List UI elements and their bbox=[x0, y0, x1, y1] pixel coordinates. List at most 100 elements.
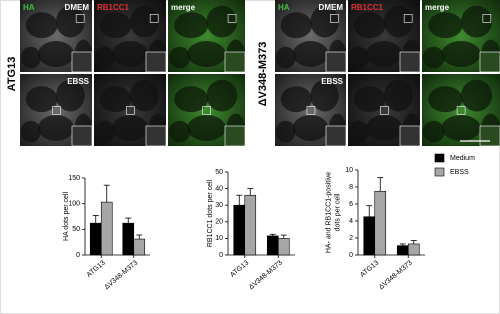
cell-nucleus bbox=[353, 86, 386, 113]
cell-nucleus bbox=[441, 115, 481, 141]
cell-nucleus bbox=[174, 86, 209, 113]
cell-nucleus bbox=[168, 46, 191, 69]
cell-nucleus bbox=[56, 5, 85, 38]
panel-title: ATG13 bbox=[6, 57, 18, 92]
x-tick-label: ATG13 bbox=[229, 260, 250, 279]
y-axis-label: dots per cell bbox=[334, 193, 341, 231]
condition-label: DMEM bbox=[65, 3, 90, 12]
cell-nucleus bbox=[20, 46, 41, 69]
cell-nucleus bbox=[130, 79, 159, 112]
cell-nucleus bbox=[99, 12, 132, 39]
y-tick-label: 50 bbox=[215, 169, 223, 176]
roi-box bbox=[126, 106, 135, 115]
bar bbox=[407, 243, 420, 256]
y-tick-label: 50 bbox=[72, 226, 80, 233]
cell-nucleus bbox=[56, 79, 85, 112]
cell-nucleus bbox=[441, 41, 481, 67]
x-tick-label: ΔV348-M373 bbox=[248, 260, 284, 292]
cell-nucleus bbox=[275, 46, 296, 69]
cell-nucleus bbox=[422, 46, 445, 69]
y-tick-label: 6 bbox=[349, 201, 353, 208]
cell-nucleus bbox=[94, 120, 115, 143]
y-tick-label: 2 bbox=[349, 235, 353, 242]
roi-box bbox=[52, 106, 61, 115]
bar bbox=[363, 216, 376, 256]
channel-label: RB1CC1 bbox=[351, 3, 384, 12]
roi-box bbox=[456, 106, 466, 115]
cell-nucleus bbox=[38, 115, 74, 141]
inset bbox=[71, 125, 93, 147]
cell-nucleus bbox=[292, 41, 329, 67]
y-tick-label: 30 bbox=[215, 202, 223, 209]
y-tick-label: 20 bbox=[215, 219, 223, 226]
cell-nucleus bbox=[348, 120, 369, 143]
inset bbox=[145, 51, 167, 73]
y-tick-label: 8 bbox=[349, 184, 353, 191]
inset bbox=[224, 51, 246, 73]
roi-box bbox=[202, 106, 211, 115]
y-tick-label: 0 bbox=[219, 252, 223, 259]
legend-swatch bbox=[434, 167, 445, 177]
cell-nucleus bbox=[310, 5, 339, 38]
cell-nucleus bbox=[187, 115, 226, 141]
y-tick-label: 10 bbox=[215, 235, 223, 242]
bar bbox=[100, 201, 113, 256]
bar bbox=[277, 238, 290, 256]
inset bbox=[145, 125, 167, 147]
cell-nucleus bbox=[112, 41, 148, 67]
cell-nucleus bbox=[25, 86, 58, 113]
cell-nucleus bbox=[280, 86, 312, 113]
cell-nucleus bbox=[112, 115, 148, 141]
bar bbox=[244, 194, 257, 256]
bar bbox=[233, 204, 246, 256]
cell-nucleus bbox=[206, 5, 238, 38]
panel-title: ΔV348-M373 bbox=[257, 42, 269, 107]
bar bbox=[89, 222, 102, 256]
condition-label: EBSS bbox=[321, 77, 343, 86]
inset bbox=[479, 125, 500, 147]
roi-box bbox=[227, 14, 237, 23]
bar bbox=[374, 190, 387, 256]
cell-nucleus bbox=[275, 120, 296, 143]
cell-nucleus bbox=[461, 79, 493, 112]
y-tick-label: 100 bbox=[68, 201, 80, 208]
y-tick-label: 0 bbox=[76, 252, 80, 259]
cell-nucleus bbox=[187, 41, 226, 67]
bar bbox=[266, 235, 279, 256]
x-tick-label: ΔV348-M373 bbox=[103, 260, 139, 292]
inset bbox=[325, 125, 347, 147]
cell-nucleus bbox=[366, 115, 402, 141]
cell-nucleus bbox=[280, 12, 312, 39]
inset bbox=[224, 125, 246, 147]
cell-nucleus bbox=[428, 12, 463, 39]
bar bbox=[396, 245, 409, 256]
y-tick-label: 40 bbox=[215, 185, 223, 192]
cell-nucleus bbox=[384, 79, 413, 112]
channel-label: RB1CC1 bbox=[97, 3, 130, 12]
y-tick-label: 10 bbox=[345, 167, 353, 174]
merge-label: merge bbox=[171, 3, 196, 12]
inset bbox=[399, 125, 421, 147]
merge-label: merge bbox=[425, 3, 450, 12]
roi-box bbox=[482, 14, 492, 23]
cell-nucleus bbox=[168, 120, 191, 143]
cell-nucleus bbox=[130, 5, 159, 38]
cell-nucleus bbox=[348, 46, 369, 69]
legend-label: EBSS bbox=[450, 169, 469, 176]
roi-box bbox=[380, 106, 389, 115]
roi-box bbox=[306, 106, 316, 115]
cell-nucleus bbox=[428, 86, 463, 113]
cell-nucleus bbox=[25, 12, 58, 39]
cell-nucleus bbox=[206, 79, 238, 112]
cell-nucleus bbox=[366, 41, 402, 67]
x-tick-label: ATG13 bbox=[86, 260, 107, 279]
cell-nucleus bbox=[99, 86, 132, 113]
y-axis-label: HA dots per cell bbox=[63, 192, 70, 241]
roi-box bbox=[403, 14, 413, 23]
cell-nucleus bbox=[384, 5, 413, 38]
channel-label: HA bbox=[23, 3, 35, 12]
cell-nucleus bbox=[292, 115, 329, 141]
inset bbox=[71, 51, 93, 73]
